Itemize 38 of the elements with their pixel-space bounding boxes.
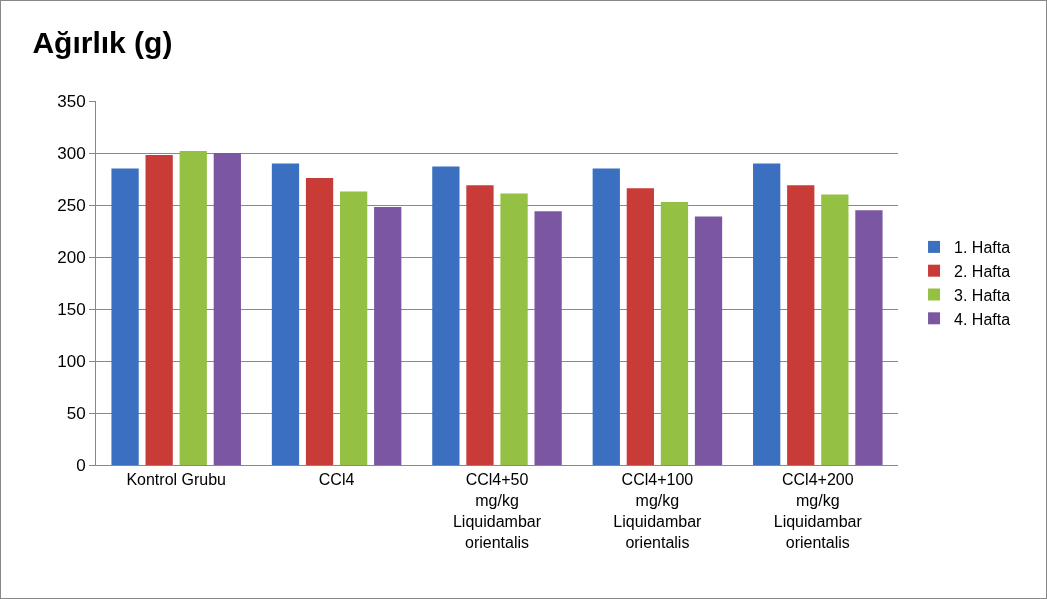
bar	[111, 168, 139, 465]
bar	[432, 166, 460, 465]
y-tick-label: 350	[57, 91, 86, 111]
y-tick-label: 100	[57, 351, 86, 371]
x-tick-label: CCl4+50 mg/kg Liquidambar orientalis	[452, 471, 542, 551]
bar	[305, 177, 334, 465]
legend-label: 4. Hafta	[954, 310, 1011, 328]
x-tick-label: Kontrol Grubu	[126, 471, 226, 489]
bar	[855, 210, 883, 465]
bar	[500, 193, 528, 465]
legend-label: 2. Hafta	[954, 262, 1011, 280]
y-tick-label: 150	[57, 299, 86, 319]
bar	[660, 201, 689, 465]
bar	[271, 163, 300, 465]
y-tick-label: 50	[66, 403, 86, 423]
bar	[145, 155, 173, 465]
y-tick-label: 250	[57, 195, 86, 215]
bar	[787, 185, 815, 465]
y-tick-label: 0	[76, 455, 86, 475]
y-tick-label: 200	[57, 247, 86, 267]
x-tick-label: CCl4	[318, 471, 355, 489]
legend-label: 3. Hafta	[954, 286, 1011, 304]
bar	[592, 168, 620, 465]
bar	[466, 185, 494, 465]
bar	[340, 191, 368, 465]
bar	[534, 211, 562, 465]
y-tick-label: 300	[57, 143, 86, 163]
bar	[179, 150, 207, 465]
chart-title: Ağırlık (g)	[32, 26, 173, 60]
bar	[821, 194, 849, 465]
bar	[213, 153, 241, 465]
x-tick-label: CCl4+100 mg/kg Liquidambar orientalis	[613, 471, 703, 551]
x-tick-label: CCl4+200 mg/kg Liquidambar orientalis	[773, 471, 863, 551]
bar	[626, 188, 654, 465]
bar	[374, 207, 402, 465]
bar	[753, 163, 781, 465]
bar	[694, 216, 723, 465]
legend-label: 1. Hafta	[954, 239, 1011, 257]
